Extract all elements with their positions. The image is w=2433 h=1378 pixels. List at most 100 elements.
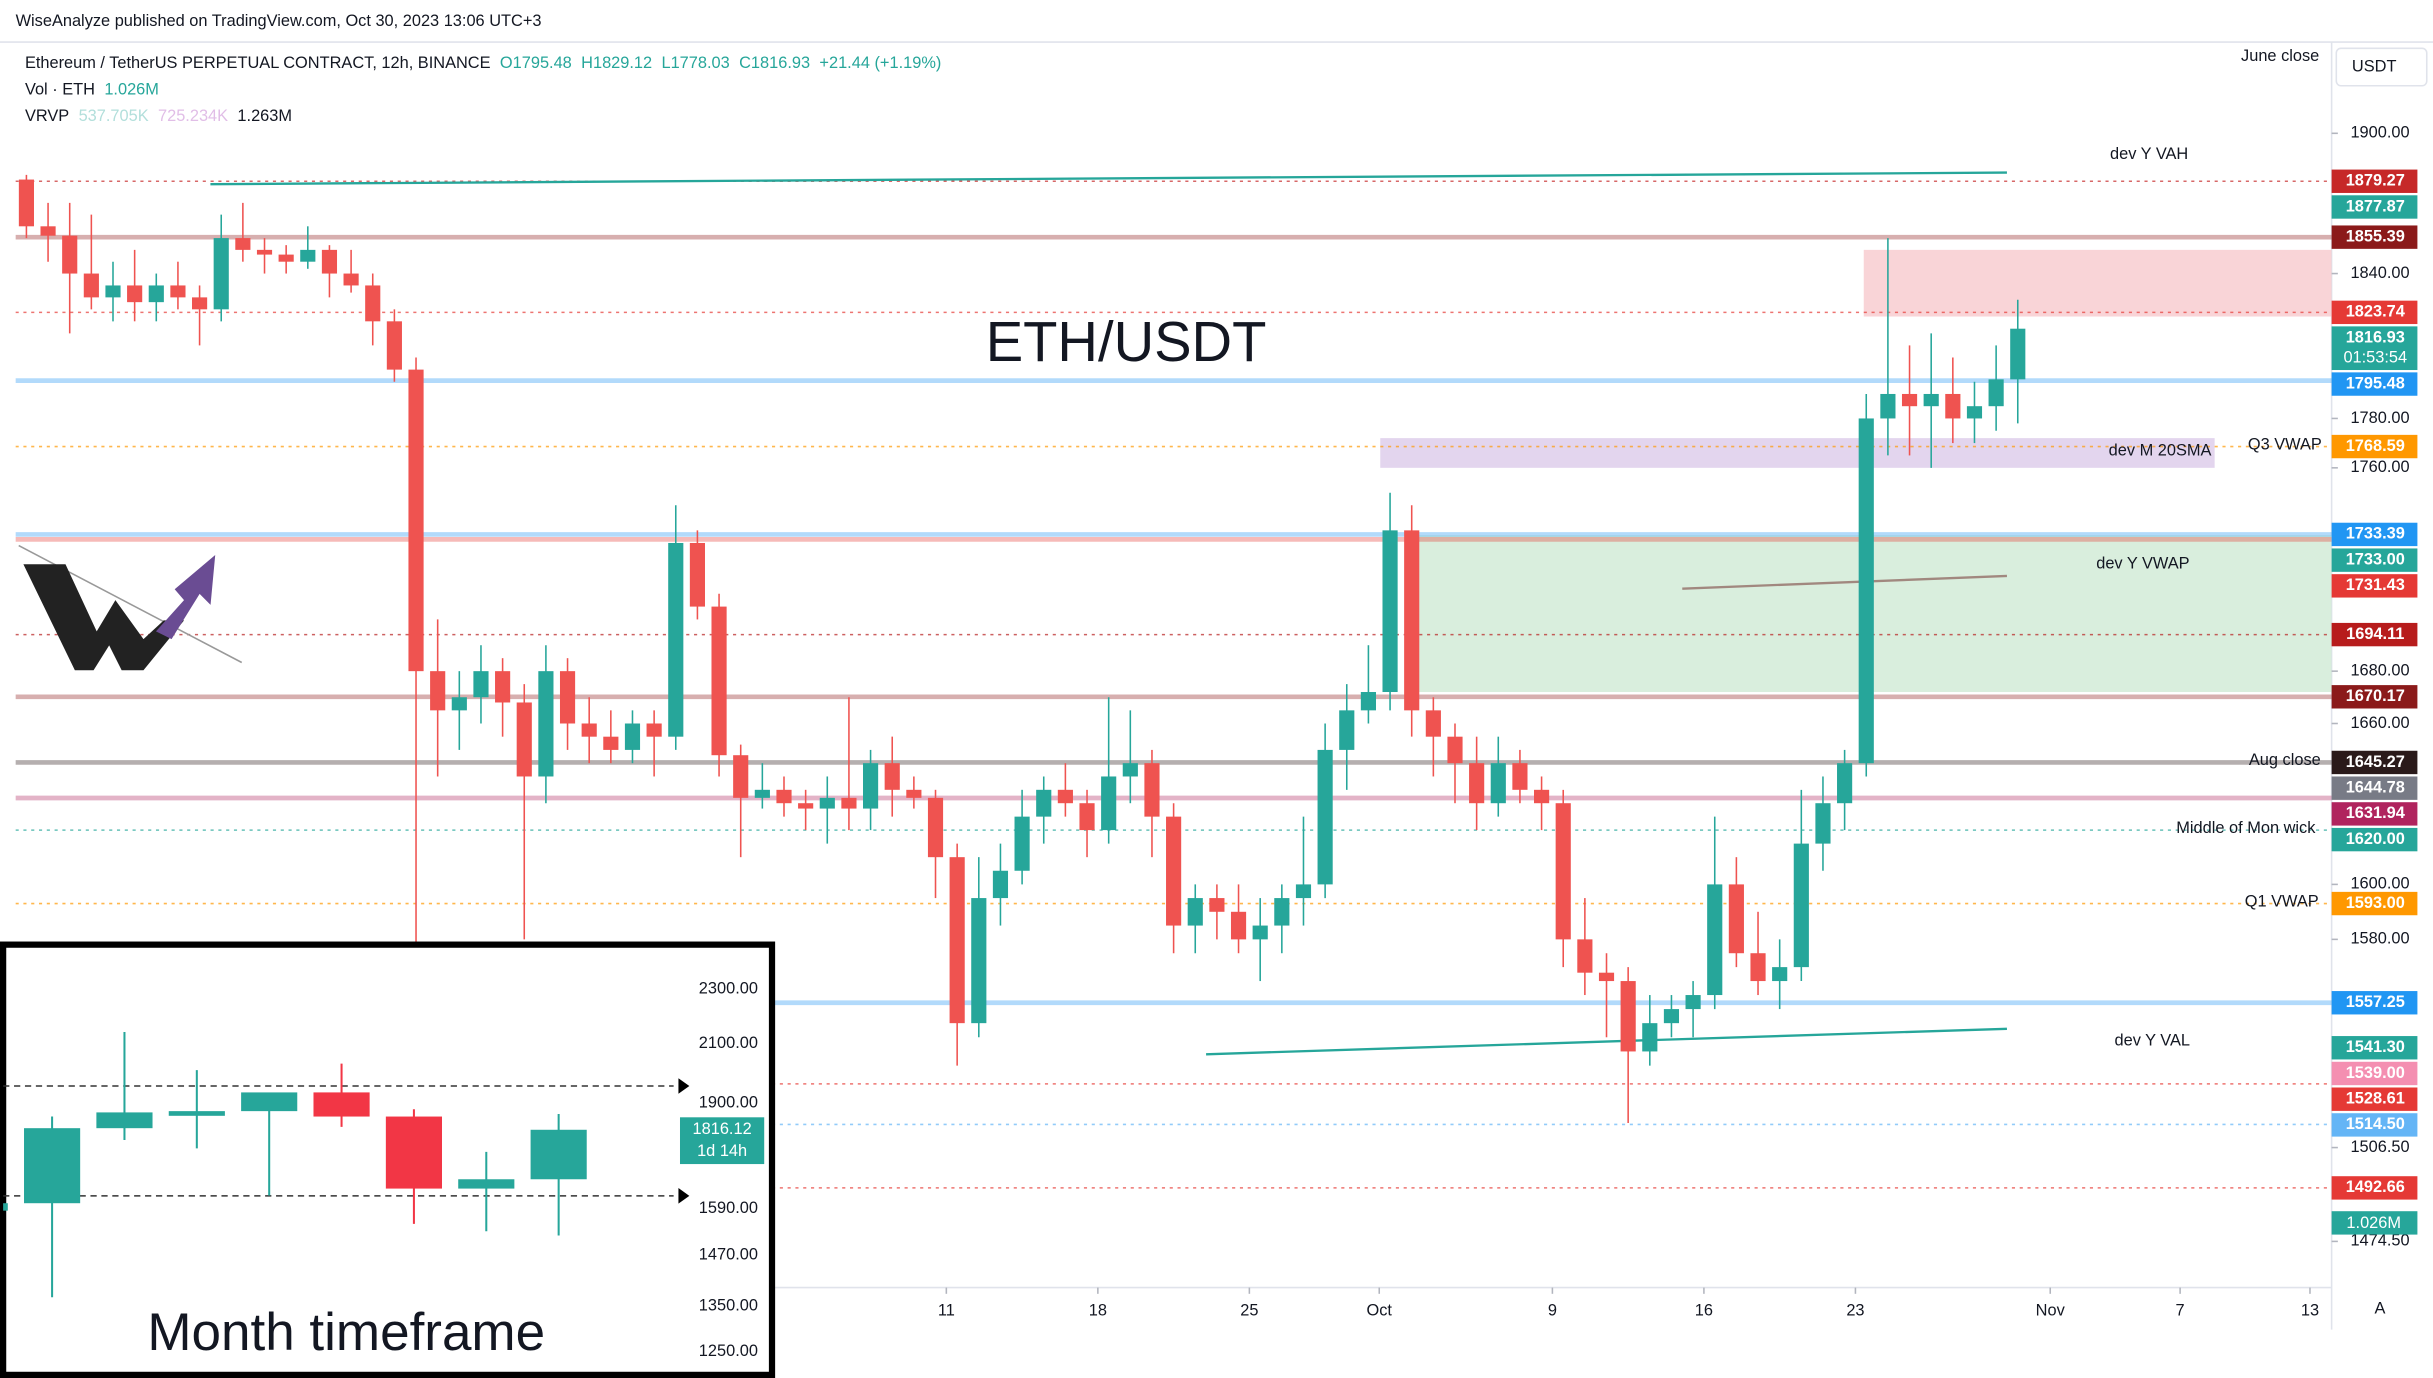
price-label-box	[2331, 1036, 2418, 1060]
price-label: 1557.25	[2346, 993, 2405, 1011]
candle-body	[906, 789, 922, 798]
price-label: 1795.48	[2346, 374, 2405, 392]
logo	[18, 544, 243, 671]
candle-body	[1815, 803, 1831, 844]
price-label-box	[2331, 891, 2418, 916]
annotation: dev M 20SMA	[2109, 442, 2212, 460]
candle-body	[62, 235, 78, 274]
zone	[1863, 249, 2332, 317]
candle-body	[1209, 898, 1225, 912]
candle-body	[1728, 884, 1744, 954]
candle-body	[1079, 803, 1095, 831]
inset-level-arrow	[678, 1078, 690, 1094]
price-label-box	[2331, 776, 2418, 800]
price-label: 1731.43	[2346, 576, 2405, 594]
vrvp-total: 1.263M	[237, 107, 292, 125]
price-label: 1879.27	[2346, 172, 2405, 190]
price-label: 1541.30	[2346, 1038, 2405, 1056]
inset-frame	[0, 941, 776, 1378]
price-label: 1768.59	[2346, 437, 2405, 455]
annotation: Q1 VWAP	[2245, 892, 2319, 910]
trend-line	[1206, 1027, 2007, 1056]
candle-body	[1252, 925, 1268, 940]
inset-y-tick-label: 1590.00	[699, 1199, 758, 1217]
candle-body	[1014, 816, 1030, 871]
currency-button[interactable]	[2335, 47, 2428, 87]
candle-body	[927, 797, 944, 858]
candle-body	[581, 723, 597, 737]
inset-body	[24, 1128, 81, 1204]
inset-body	[96, 1112, 153, 1129]
candle-body	[343, 273, 359, 286]
candle-body	[624, 723, 641, 750]
price-label: 1631.94	[2346, 804, 2406, 822]
inset-price-box	[679, 1117, 765, 1165]
y-tick-label: 1506.50	[2350, 1138, 2409, 1156]
candle-body	[1555, 803, 1571, 940]
price-label: 1645.27	[2346, 753, 2405, 771]
y-tick-label: 1660.00	[2350, 714, 2409, 732]
candle-body	[386, 321, 402, 370]
price-label-box	[2331, 372, 2418, 396]
candle-body	[1837, 763, 1853, 804]
annotation: Middle of Mon wick	[2176, 819, 2316, 837]
price-label-box	[2331, 802, 2418, 826]
candle-body	[1772, 967, 1788, 982]
y-tick-label: 1900.00	[2350, 124, 2409, 142]
candle-body	[689, 542, 705, 607]
candle-body	[1512, 763, 1528, 790]
price-label: 1492.66	[2346, 1178, 2405, 1196]
currency[interactable]: USDT	[2352, 57, 2397, 75]
candle-body	[40, 226, 56, 236]
candle-body	[365, 285, 381, 322]
price-label-box	[2331, 326, 2418, 371]
candle-body	[516, 702, 532, 777]
legend-vrvp: VRVP 537.705K 725.234K 1.263M	[25, 107, 292, 125]
close: C1816.93	[739, 54, 810, 72]
price-label: 1816.93	[2346, 328, 2405, 346]
x-tick-label: 25	[1240, 1301, 1258, 1319]
main-plot: June close dev Y VAH dev M 20SMA Q3 VWAP dev…	[15, 47, 2332, 1189]
inset-body	[241, 1092, 298, 1112]
volume-label-box	[2331, 1211, 2418, 1235]
x-tick-label: 13	[2301, 1301, 2319, 1319]
candle-body	[1901, 393, 1918, 407]
candle-body	[949, 857, 965, 1024]
candle-body	[1469, 763, 1485, 804]
candle-body	[495, 671, 511, 703]
candle-body	[1793, 843, 1809, 968]
inset-y-tick-label: 2100.00	[699, 1034, 758, 1052]
price-label-box	[2331, 1061, 2418, 1086]
price-label: 1855.39	[2346, 227, 2405, 245]
candle-body	[841, 797, 857, 809]
volume-label: 1.026M	[2346, 1214, 2401, 1232]
price-label: 1823.74	[2346, 303, 2406, 321]
candle-body	[1447, 736, 1463, 764]
inset: 2300.00 2100.00 1900.00 1590.00 1470.00 1350.…	[0, 941, 776, 1378]
price-label-box	[2331, 685, 2418, 709]
logo-w	[23, 564, 185, 671]
price-label: 1670.17	[2346, 687, 2405, 705]
logo-arrow	[155, 554, 216, 640]
x-tick-label: 9	[1548, 1301, 1557, 1319]
candle-body	[278, 254, 294, 262]
candle-body	[1101, 776, 1117, 831]
candle-body	[105, 285, 121, 298]
candle-body	[83, 273, 99, 298]
price-label-box	[2331, 1087, 2418, 1111]
candle-body	[1988, 379, 2004, 407]
price-label-box	[2331, 522, 2418, 547]
price-label-box	[2331, 225, 2418, 249]
candle-body	[1685, 995, 1701, 1010]
auto-scale[interactable]: A	[2375, 1300, 2386, 1318]
price-label-box	[2331, 434, 2418, 459]
price-label-box	[2331, 300, 2418, 325]
inset-y-tick-label: 1250.00	[699, 1342, 758, 1360]
candle-body	[646, 723, 662, 737]
inset-plot	[3, 1031, 674, 1298]
candle-body	[1577, 939, 1593, 973]
x-tick-label: 7	[2176, 1301, 2185, 1319]
candle-body	[1663, 1009, 1680, 1024]
candle-body	[451, 697, 467, 711]
annotation: Q3 VWAP	[2248, 435, 2322, 453]
